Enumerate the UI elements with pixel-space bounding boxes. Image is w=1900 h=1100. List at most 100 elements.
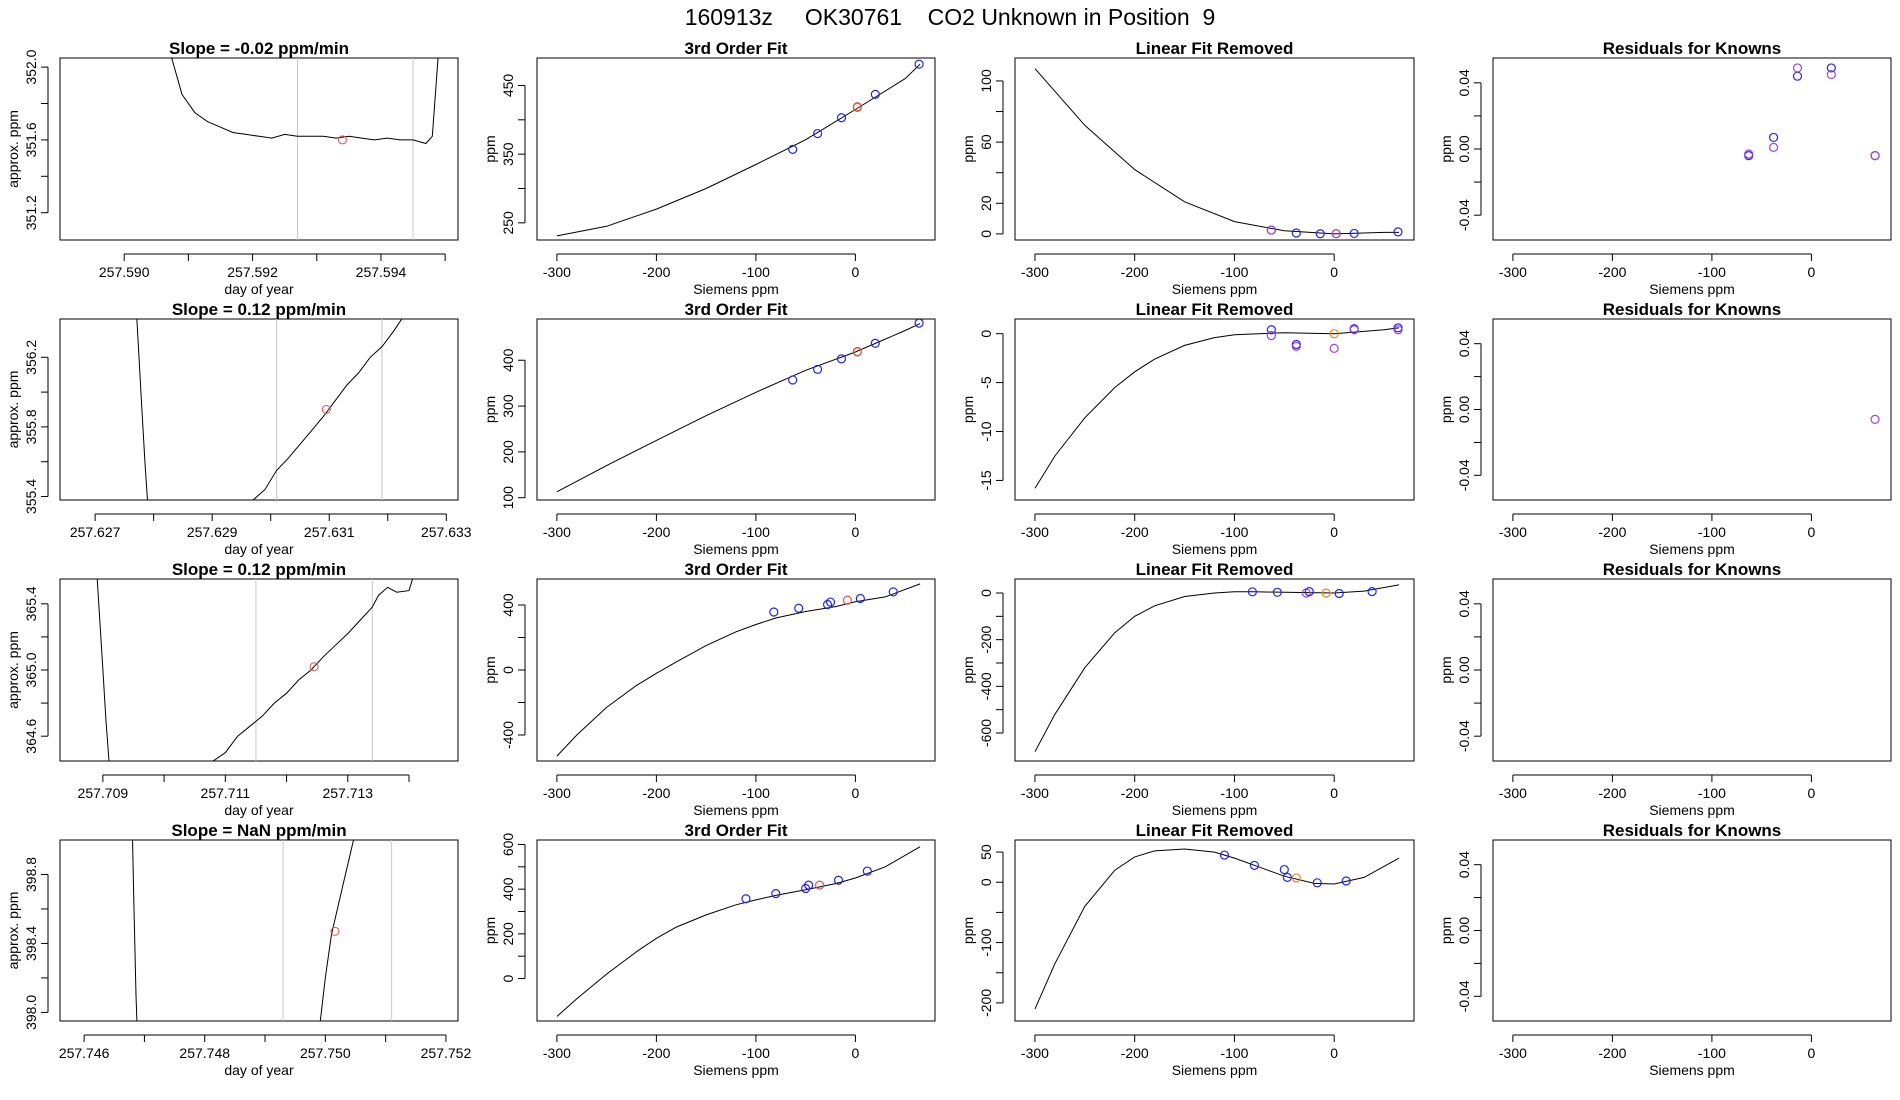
panel-r1-c1: Slope = -0.02 ppm/min 257.590 257.592 257.5… xyxy=(5,39,459,297)
x-tick-label: -100 xyxy=(1220,1045,1248,1061)
x-tick-label: -100 xyxy=(1698,785,1726,801)
x-tick-label: -100 xyxy=(1698,524,1726,540)
plot-frame xyxy=(536,578,936,762)
fit-curve xyxy=(556,63,921,237)
y-axis-label: ppm xyxy=(482,656,498,683)
current-value-point xyxy=(309,662,319,672)
y-tick-label: 250 xyxy=(500,211,516,235)
x-tick-label: 0 xyxy=(1330,1045,1338,1061)
x-tick-label: -100 xyxy=(1220,264,1248,280)
data-point xyxy=(1272,587,1282,597)
data-point xyxy=(1219,850,1230,860)
data-point xyxy=(1870,151,1880,161)
x-tick-label: 257.629 xyxy=(187,524,238,540)
y-axis-label: ppm xyxy=(1438,656,1454,683)
y-tick-label: -200 xyxy=(978,989,994,1017)
plot-frame xyxy=(1492,57,1892,241)
y-tick-label: 351.6 xyxy=(23,122,39,157)
data-point xyxy=(1282,872,1292,883)
panel-r2-c4: Residuals for Knowns -300 -200 -100 0 Siemens… xyxy=(1438,300,1892,557)
x-tick-label: 0 xyxy=(852,1045,860,1061)
plot-area xyxy=(136,319,403,500)
plot-frame xyxy=(536,57,936,241)
plot-frame xyxy=(536,318,936,501)
data-point xyxy=(1279,864,1289,875)
panel-title: Linear Fit Removed xyxy=(1136,39,1294,58)
x-tick-label: 257.713 xyxy=(322,785,373,801)
data-point xyxy=(1393,325,1403,335)
current-value-point xyxy=(330,926,340,936)
x-tick-label: -200 xyxy=(1121,264,1149,280)
x-tick-label: 257.752 xyxy=(421,1045,472,1061)
y-tick-label: -400 xyxy=(500,721,516,749)
y-tick-label: 365.4 xyxy=(23,586,39,621)
x-tick-label: -100 xyxy=(1698,264,1726,280)
panel-r3-c4: Residuals for Knowns -300 -200 -100 0 Siemens… xyxy=(1438,560,1892,818)
data-point xyxy=(1266,331,1276,341)
x-tick-label: -100 xyxy=(1220,524,1248,540)
data-point xyxy=(1331,228,1341,239)
data-point xyxy=(870,89,880,100)
panel-title: Linear Fit Removed xyxy=(1136,821,1294,840)
data-point xyxy=(1744,149,1754,159)
panel-title: Residuals for Knowns xyxy=(1603,560,1782,579)
x-tick-label: -200 xyxy=(1598,1045,1626,1061)
x-tick-label: 257.592 xyxy=(227,264,278,280)
x-tick-label: -200 xyxy=(642,264,670,280)
plot-frame xyxy=(59,318,459,501)
x-axis-label: Siemens ppm xyxy=(693,281,779,297)
x-axis-label: day of year xyxy=(224,281,294,297)
y-axis-label: approx. ppm xyxy=(5,631,21,709)
plot-frame xyxy=(1014,318,1415,501)
data-point xyxy=(836,354,847,364)
x-tick-label: -100 xyxy=(1220,785,1248,801)
y-tick-label: -0.04 xyxy=(1456,199,1472,231)
y-axis-label: ppm xyxy=(960,656,976,683)
y-tick-label: 100 xyxy=(500,486,516,510)
data-point xyxy=(855,593,865,604)
y-tick-label: -10 xyxy=(978,421,994,441)
data-point xyxy=(822,599,833,610)
data-point xyxy=(870,338,880,348)
x-tick-label: 0 xyxy=(1808,1045,1816,1061)
panel-title: 3rd Order Fit xyxy=(685,39,788,58)
data-point xyxy=(1249,860,1260,870)
x-tick-label: 257.711 xyxy=(201,785,251,801)
y-tick-label: -0.04 xyxy=(1456,720,1472,752)
x-tick-label: -200 xyxy=(642,524,670,540)
fit-curve xyxy=(556,323,921,493)
data-point xyxy=(1329,329,1339,339)
x-tick-label: 0 xyxy=(1808,264,1816,280)
x-tick-label: 0 xyxy=(1330,264,1338,280)
x-tick-label: 257.746 xyxy=(59,1045,110,1061)
data-point xyxy=(1792,71,1803,81)
trace-line xyxy=(171,58,439,145)
x-tick-label: -300 xyxy=(543,785,571,801)
y-tick-label: 0 xyxy=(978,230,994,238)
panel-r1-c2: 3rd Order Fit -300 -200 -100 0 Siemens ppm 250… xyxy=(482,39,936,297)
x-tick-label: -300 xyxy=(543,1045,571,1061)
y-tick-label: -0.04 xyxy=(1456,980,1472,1012)
plot-frame xyxy=(1492,318,1892,501)
y-tick-label: 398.8 xyxy=(23,857,39,892)
y-tick-label: 0.04 xyxy=(1456,851,1472,878)
current-value-point xyxy=(321,405,331,414)
panel-r4-c3: Linear Fit Removed -300 -200 -100 0 Siemens p… xyxy=(960,821,1415,1078)
plot-area xyxy=(1034,848,1400,1010)
panel-r1-c4: Residuals for Knowns -300 -200 -100 0 Siemens… xyxy=(1438,39,1892,297)
x-tick-label: -200 xyxy=(1121,524,1149,540)
y-tick-label: 352.0 xyxy=(23,49,39,84)
y-tick-label: 50 xyxy=(978,844,994,860)
y-tick-label: 356.2 xyxy=(23,340,39,375)
panel-title: Residuals for Knowns xyxy=(1603,300,1782,319)
y-axis-label: approx. ppm xyxy=(5,371,21,449)
y-axis-label: approx. ppm xyxy=(5,892,21,970)
data-point xyxy=(888,587,898,597)
plot-frame xyxy=(1492,839,1892,1022)
data-point xyxy=(1792,63,1803,73)
y-axis-label: ppm xyxy=(960,135,976,162)
data-point xyxy=(1349,228,1359,239)
y-tick-label: 0 xyxy=(500,666,516,674)
panel-title: Residuals for Knowns xyxy=(1603,39,1782,58)
